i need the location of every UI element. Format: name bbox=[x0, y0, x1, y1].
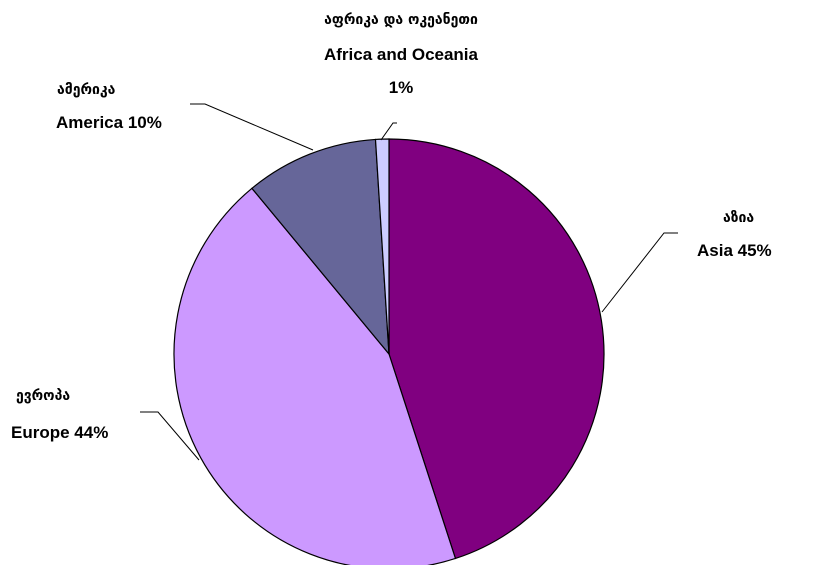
slice-label-asia-en: Asia 45% bbox=[697, 241, 772, 260]
pie-slices bbox=[173, 138, 605, 565]
slice-label-africa-pct: 1% bbox=[389, 78, 414, 97]
leader-line-africa bbox=[380, 122, 397, 141]
slice-label-europe-en: Europe 44% bbox=[11, 423, 108, 442]
slice-label-america-ka: ამერიკა bbox=[57, 82, 116, 98]
leader-lines bbox=[140, 103, 678, 461]
pie-slice-europe bbox=[173, 187, 457, 565]
leader-line-europe bbox=[140, 411, 200, 461]
slice-label-africa-en: Africa and Oceania bbox=[324, 45, 479, 64]
pie-slice-america bbox=[251, 138, 390, 356]
leader-line-asia bbox=[601, 232, 678, 313]
pie-slice-africa-oceania bbox=[374, 138, 390, 355]
slice-label-africa-ka: აფრიკა და ოკეანეთი bbox=[324, 12, 478, 28]
slice-label-asia-ka: აზია bbox=[723, 210, 754, 226]
pie-slice-asia bbox=[388, 138, 605, 560]
leader-line-america bbox=[190, 103, 314, 151]
slice-label-europe-ka: ევროპა bbox=[16, 388, 70, 404]
slice-label-america-en: America 10% bbox=[56, 113, 162, 132]
